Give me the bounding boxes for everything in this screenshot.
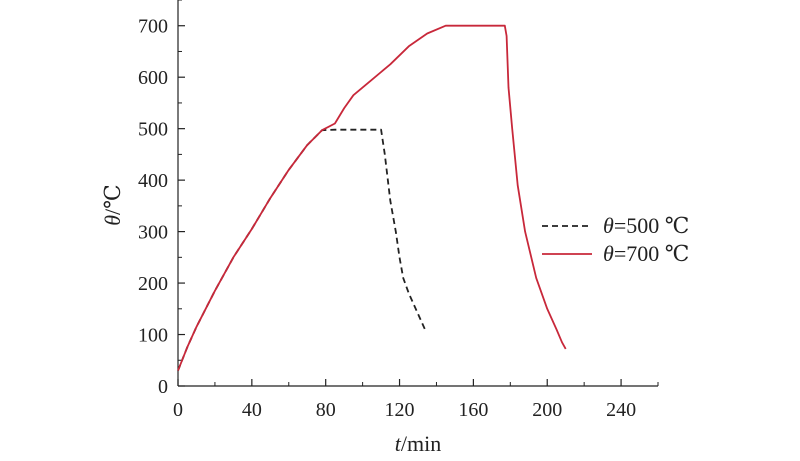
- legend: θ=500 ℃ θ=700 ℃: [542, 213, 689, 266]
- x-tick-label: 200: [532, 399, 562, 421]
- x-tick-label: 160: [458, 399, 488, 421]
- series-line-700: [177, 24, 567, 371]
- y-tick-label: 700: [138, 16, 168, 38]
- x-tick-label: 0: [173, 399, 183, 421]
- axes: [177, 0, 659, 387]
- x-tick-label: 80: [316, 399, 336, 421]
- legend-item-700: θ=700 ℃: [542, 241, 689, 266]
- legend-label-700: θ=700 ℃: [603, 241, 689, 266]
- y-tick-label: 200: [138, 273, 168, 295]
- x-tick-label: 40: [242, 399, 262, 421]
- x-tick-label: 120: [385, 399, 415, 421]
- y-tick-label: 400: [138, 170, 168, 192]
- legend-item-500: θ=500 ℃: [542, 213, 689, 238]
- y-tick-label: 100: [138, 325, 168, 347]
- x-axis-title: t/min: [395, 431, 441, 456]
- plot-area: [177, 24, 567, 371]
- tick-labels: 0 100 200 300 400 500 600 700 0 40 80 120 160 200 240: [138, 16, 636, 421]
- legend-label-500: θ=500 ℃: [603, 213, 689, 238]
- y-tick-label: 600: [138, 67, 168, 89]
- y-axis-title: θ/℃: [100, 184, 125, 226]
- y-tick-label: 0: [158, 376, 168, 398]
- x-tick-label: 240: [606, 399, 636, 421]
- series-line-500: [177, 128, 427, 371]
- y-tick-label: 300: [138, 222, 168, 244]
- y-tick-label: 500: [138, 119, 168, 141]
